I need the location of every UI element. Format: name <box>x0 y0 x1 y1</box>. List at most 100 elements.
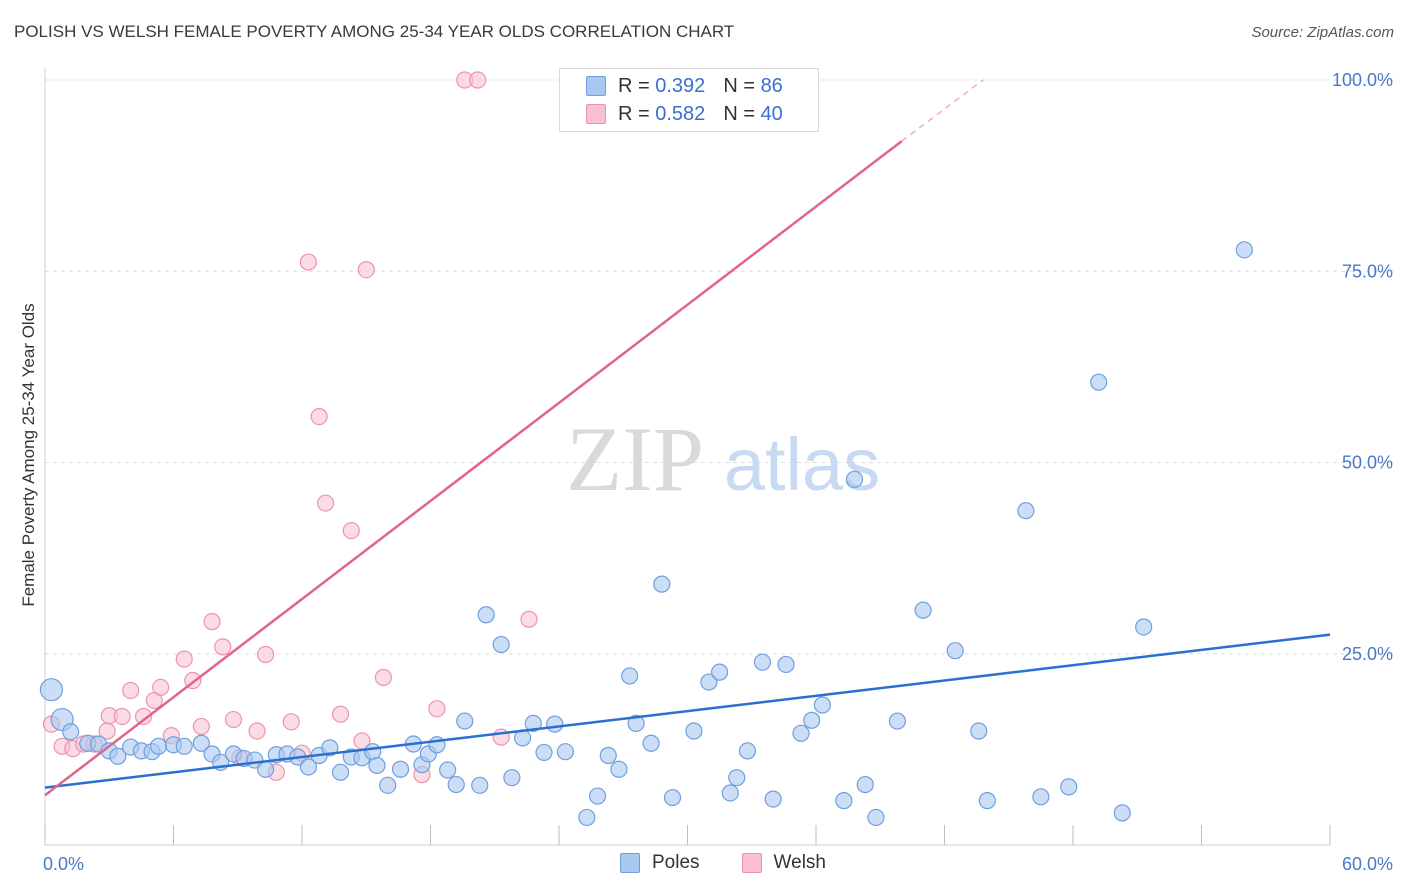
poles-point <box>642 734 660 752</box>
welsh-r-value: 0.582 <box>655 102 706 125</box>
watermark-atlas: atlas <box>724 423 880 506</box>
y-tick-label: 25.0% <box>1342 644 1393 664</box>
welsh-point <box>428 700 446 718</box>
poles-point <box>503 769 521 787</box>
y-tick-label: 75.0% <box>1342 261 1393 281</box>
poles-point <box>456 712 474 730</box>
bottom-legend-poles: Poles <box>620 852 700 874</box>
poles-point <box>524 714 542 732</box>
poles-swatch <box>586 76 606 96</box>
legend-r-label: R = <box>618 74 650 97</box>
poles-point <box>439 761 457 779</box>
welsh-point <box>469 71 487 89</box>
legend-row-poles: R = 0.392 N = 86 <box>586 73 783 99</box>
watermark-zip: ZIP <box>566 408 704 510</box>
tick-labels: 25.0% 50.0% 75.0% 100.0% 0.0% 60.0% <box>43 70 1393 874</box>
welsh-point <box>175 650 193 668</box>
x-tick-label: 60.0% <box>1342 854 1393 874</box>
poles-point <box>331 763 350 781</box>
poles-n-value: 86 <box>760 74 783 97</box>
trend-lines <box>44 79 1331 797</box>
poles-point <box>299 758 318 776</box>
poles-point <box>471 776 489 794</box>
welsh-point <box>256 645 275 664</box>
welsh-point <box>282 713 300 731</box>
poles-r-value: 0.392 <box>655 74 706 97</box>
poles-point <box>610 760 628 778</box>
poles-point <box>546 715 564 733</box>
poles-point <box>1032 788 1050 806</box>
poles-point <box>149 737 168 755</box>
poles-point <box>792 724 810 742</box>
poles-point <box>1017 502 1035 520</box>
y-tick-label: 100.0% <box>1332 70 1393 90</box>
welsh-point <box>113 707 131 726</box>
poles-legend-label: Poles <box>652 852 700 873</box>
poles-point <box>192 734 210 752</box>
welsh-point <box>357 261 375 279</box>
poles-point <box>535 743 553 762</box>
poles-point <box>813 696 832 714</box>
poles-swatch <box>620 853 640 873</box>
poles-point <box>447 775 465 794</box>
poles-point <box>1113 804 1131 822</box>
welsh-point <box>316 494 335 512</box>
poles-point <box>728 769 746 787</box>
welsh-point <box>122 681 140 700</box>
poles-point <box>599 746 617 765</box>
poles-point <box>721 784 739 802</box>
welsh-point <box>342 521 360 540</box>
poles-point <box>621 667 639 685</box>
legend: R = 0.392 N = 86 R = 0.582 N = 40 <box>559 68 819 132</box>
poles-point <box>663 788 682 807</box>
poles-point <box>700 673 718 691</box>
poles-point <box>978 792 996 810</box>
poles-point <box>578 808 596 827</box>
poles-point <box>1060 778 1078 796</box>
poles-point <box>856 775 874 794</box>
poles-point <box>685 722 703 740</box>
welsh-swatch <box>586 104 606 124</box>
gridlines <box>45 79 1395 655</box>
poles-point <box>588 787 607 805</box>
poles-point <box>738 742 757 760</box>
poles-point <box>970 722 988 740</box>
poles-point <box>627 714 645 732</box>
welsh-point <box>299 253 318 271</box>
welsh-point <box>134 707 153 726</box>
y-tick-label: 50.0% <box>1342 453 1393 473</box>
poles-point <box>1235 241 1253 259</box>
welsh-point <box>203 613 221 631</box>
welsh-trend-line <box>44 140 903 797</box>
bottom-legend: Poles Welsh <box>620 852 868 874</box>
welsh-point <box>152 678 170 697</box>
poles-point <box>492 635 510 654</box>
legend-r-label: R = <box>618 102 650 125</box>
poles-point <box>556 743 575 761</box>
welsh-point <box>214 638 232 656</box>
poles-point <box>391 760 410 778</box>
poles-point <box>477 606 495 624</box>
welsh-point <box>224 710 243 729</box>
chart-source: Source: ZipAtlas.com <box>1251 24 1394 41</box>
poles-point <box>803 711 821 729</box>
poles-trend-line <box>44 633 1331 789</box>
welsh-point <box>331 705 350 723</box>
legend-row-welsh: R = 0.582 N = 40 <box>586 101 783 127</box>
poles-point <box>256 760 275 778</box>
welsh-point <box>248 722 266 740</box>
poles-point <box>368 756 386 775</box>
welsh-swatch <box>741 853 762 873</box>
poles-point <box>1090 373 1108 391</box>
poles-point <box>888 712 906 730</box>
poles-point <box>379 776 397 794</box>
legend-n-label: N = <box>723 74 755 97</box>
x-tick-label: 0.0% <box>43 854 84 874</box>
watermark: ZIP atlas <box>566 408 880 510</box>
chart-title: POLISH VS WELSH FEMALE POVERTY AMONG 25-… <box>14 22 735 41</box>
welsh-n-value: 40 <box>760 102 783 125</box>
poles-point <box>777 655 795 674</box>
welsh-point <box>374 668 392 687</box>
poles-point <box>946 642 964 660</box>
